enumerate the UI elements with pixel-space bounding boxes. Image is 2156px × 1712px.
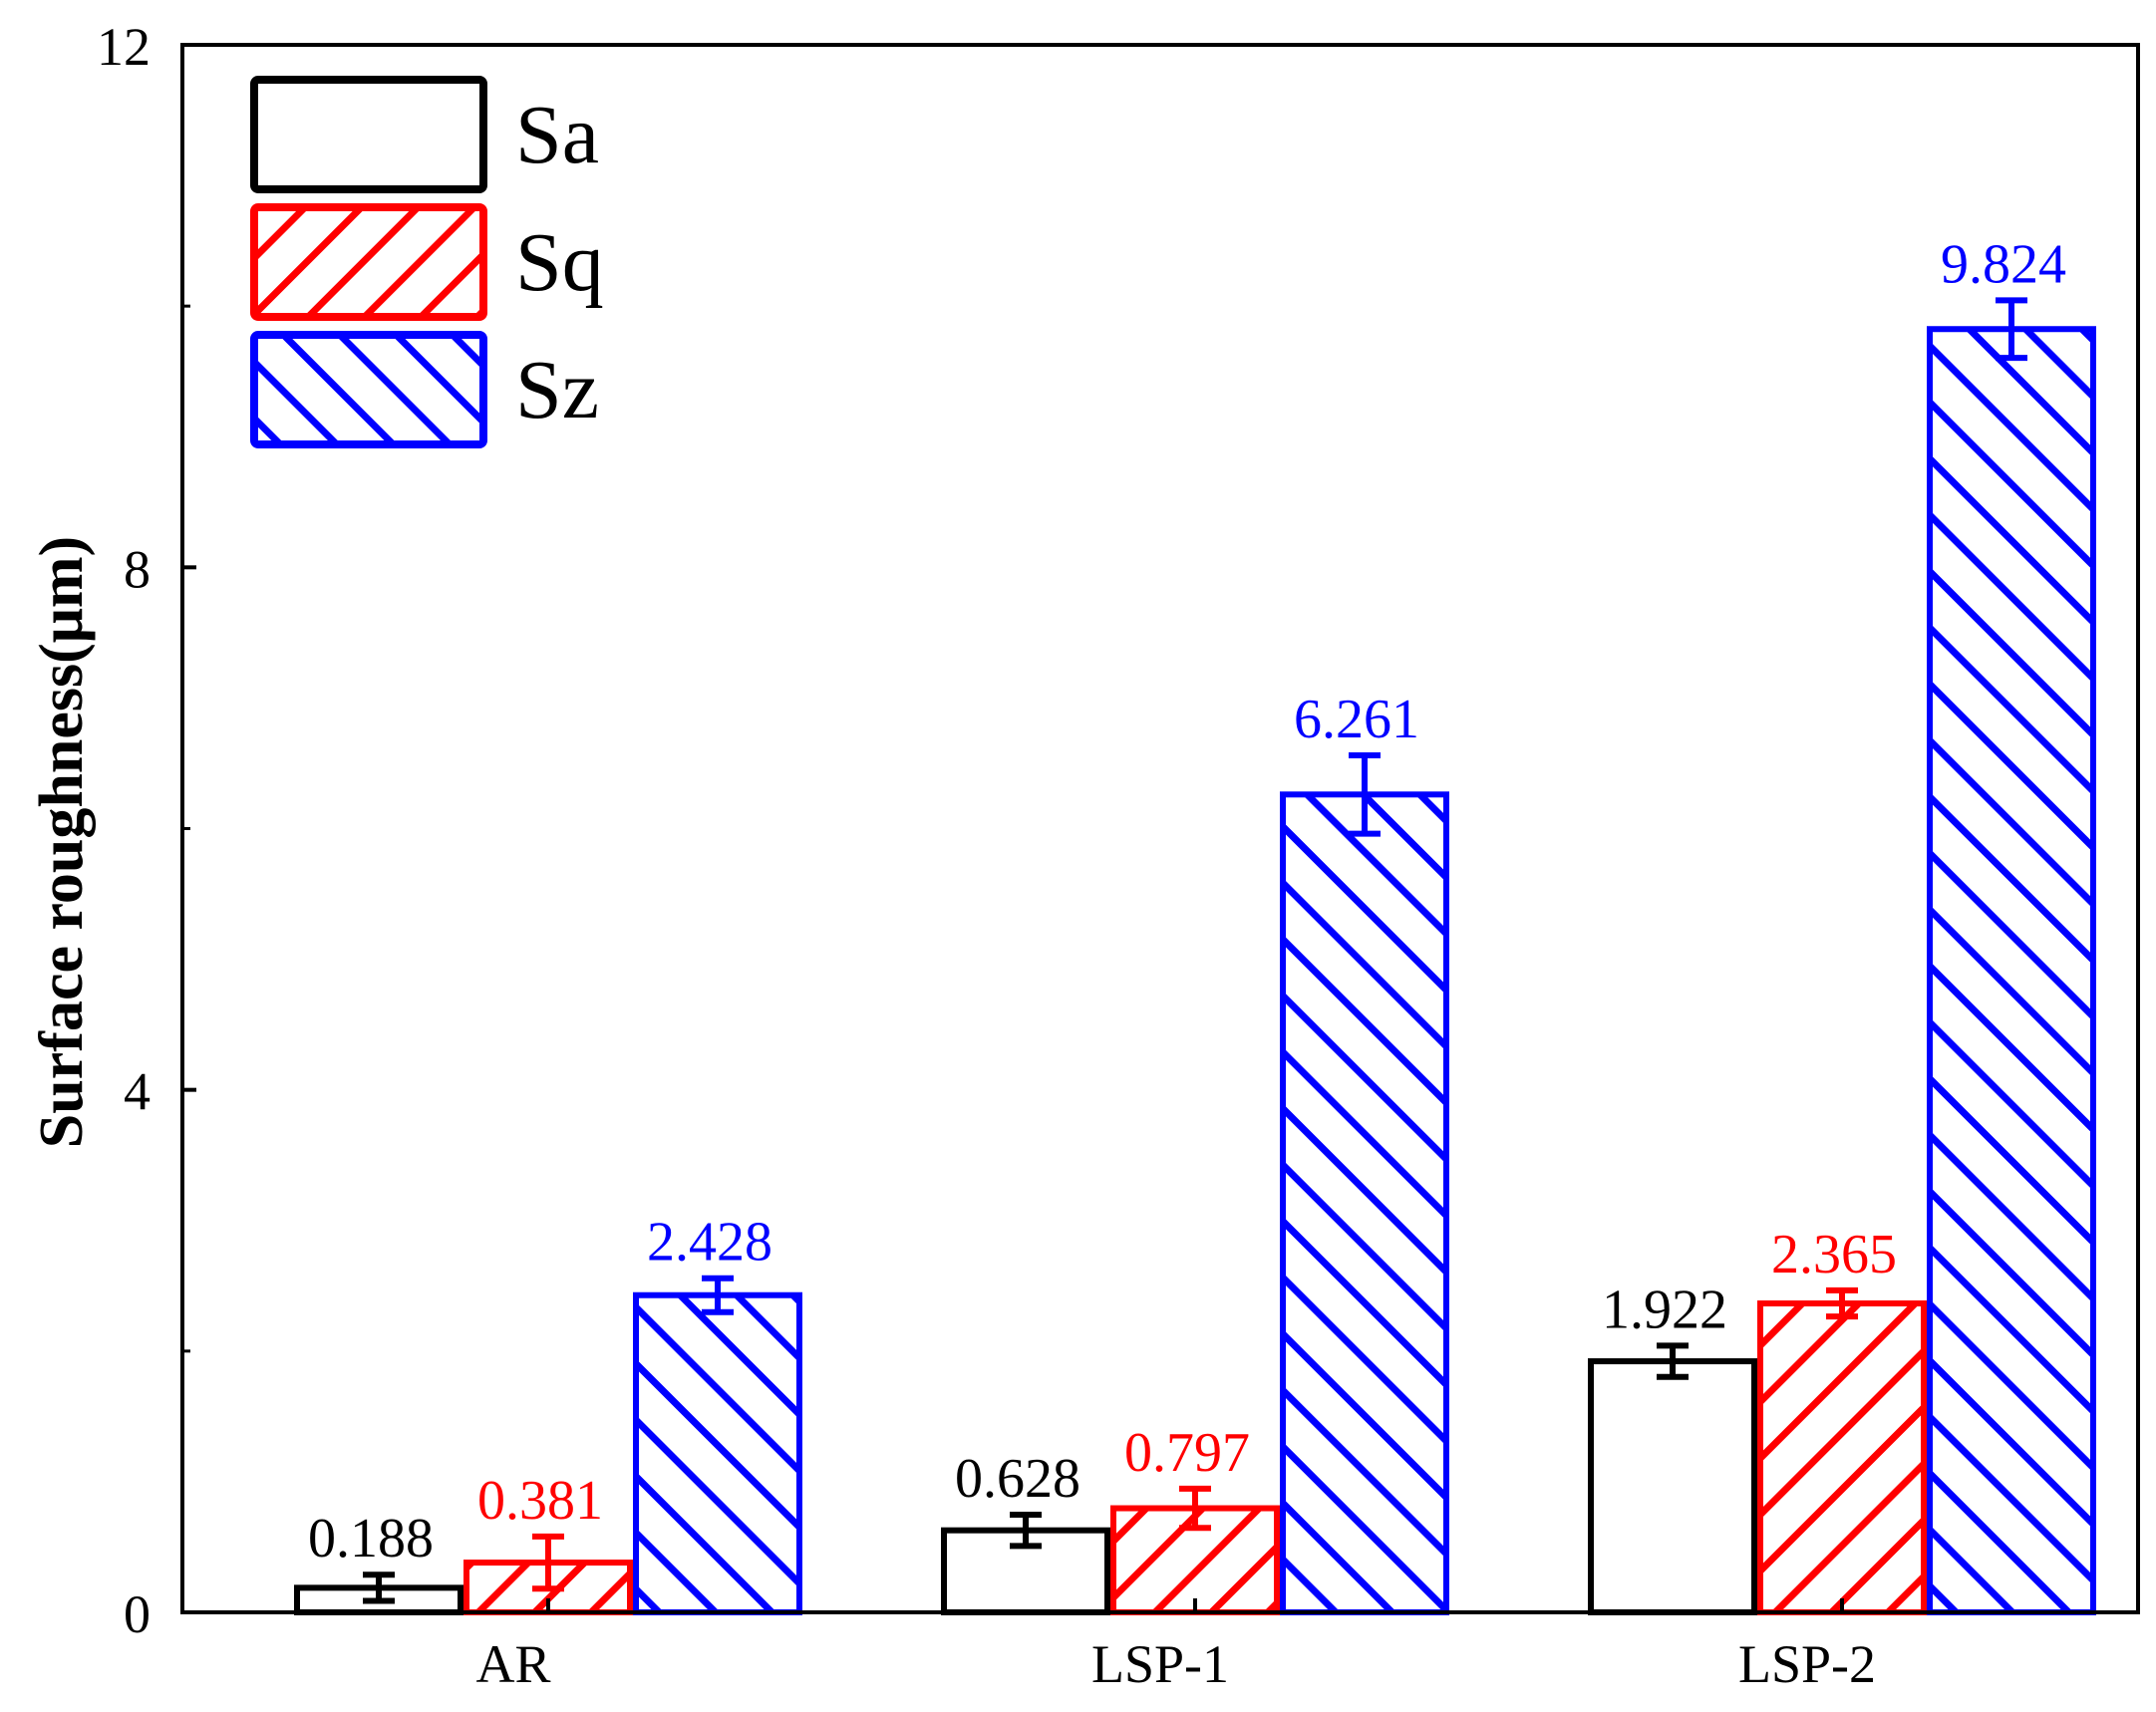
x-tick-label-lsp-1: LSP-1 <box>1091 1634 1229 1694</box>
y-tick-label: 8 <box>124 539 151 599</box>
legend-label-sq: Sq <box>515 216 604 309</box>
bar-sq-lsp-2 <box>1757 1299 1927 1615</box>
data-label-sq-ar: 0.381 <box>477 1470 603 1532</box>
data-label-sa-ar: 0.188 <box>308 1508 434 1569</box>
legend-swatch-sq <box>250 203 487 321</box>
data-label-sa-lsp-1: 0.628 <box>955 1448 1080 1510</box>
legend-swatch-sa <box>250 76 487 193</box>
y-tick-label: 4 <box>124 1062 151 1122</box>
data-label-sz-lsp-1: 6.261 <box>1294 689 1419 750</box>
y-tick-label: 12 <box>97 17 151 77</box>
y-tick-label: 0 <box>124 1584 151 1644</box>
x-tick-label-ar: AR <box>475 1634 550 1694</box>
legend-label-sa: Sa <box>515 89 599 181</box>
data-label-sz-lsp-2: 9.824 <box>1941 233 2066 295</box>
bar-sz-lsp-1 <box>1280 791 1449 1615</box>
legend-swatch-sz <box>250 331 487 448</box>
bar-sz-lsp-2 <box>1927 326 2096 1616</box>
data-label-sq-lsp-2: 2.365 <box>1771 1224 1897 1285</box>
data-label-sa-lsp-2: 1.922 <box>1602 1279 1727 1340</box>
data-label-sq-lsp-1: 0.797 <box>1124 1422 1250 1484</box>
bar-sz-ar <box>633 1291 802 1615</box>
data-label-sz-ar: 2.428 <box>647 1212 772 1274</box>
y-axis-label: Surface roughness(μm) <box>28 536 96 1148</box>
bar-sa-lsp-2 <box>1588 1358 1757 1616</box>
x-tick-label-lsp-2: LSP-2 <box>1738 1634 1876 1694</box>
legend-label-sz: Sz <box>515 344 599 436</box>
